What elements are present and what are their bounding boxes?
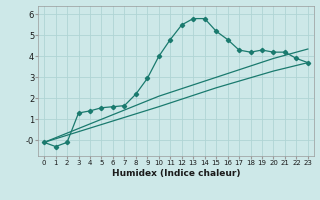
X-axis label: Humidex (Indice chaleur): Humidex (Indice chaleur) xyxy=(112,169,240,178)
